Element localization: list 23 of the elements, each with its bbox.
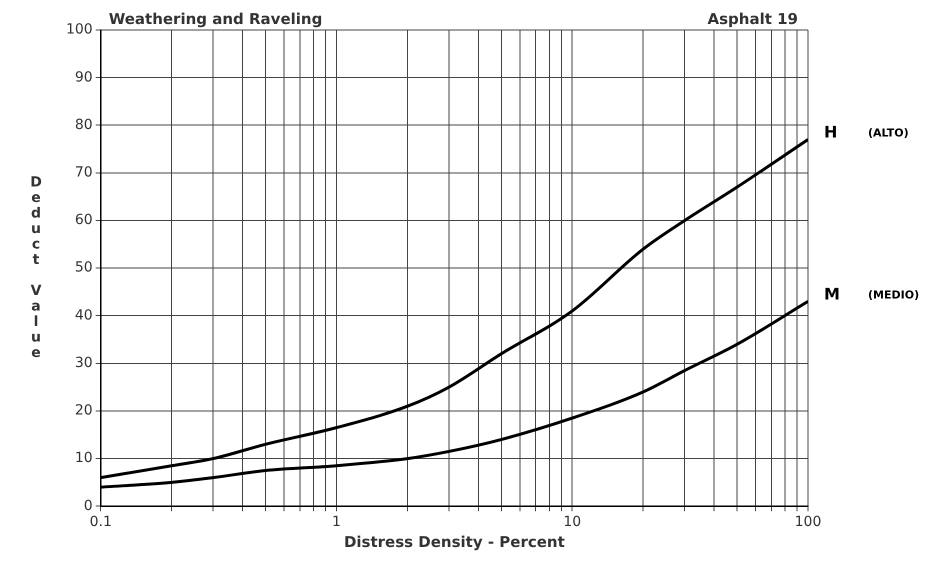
y-tick-label: 20: [74, 402, 93, 419]
text: (ALTO): [868, 126, 909, 140]
series-label: H: [824, 122, 838, 142]
y-tick-label: 30: [74, 354, 93, 371]
text: Deduct Value: [30, 174, 42, 361]
y-tick-label: 80: [74, 116, 93, 133]
y-tick-label: 90: [74, 69, 93, 86]
x-axis-title: Distress Density - Percent: [344, 532, 565, 551]
x-tick-label: 100: [794, 514, 822, 530]
y-tick-label: 10: [74, 450, 93, 466]
chart-title: Weathering and Raveling: [108, 10, 322, 28]
series-label: M: [824, 284, 840, 304]
x-tick-label: 10: [563, 514, 582, 530]
y-tick-label: 40: [74, 307, 93, 324]
text: (MEDIO): [868, 288, 920, 302]
y-tick-label: 50: [74, 260, 93, 276]
y-tick-label: 100: [66, 22, 93, 38]
y-tick-label: 70: [74, 164, 93, 180]
y-tick-label: 60: [74, 212, 93, 228]
chart-subtitle: Asphalt 19: [708, 10, 798, 28]
x-tick-label: 1: [332, 514, 341, 530]
y-tick-label: 0: [84, 498, 93, 514]
x-tick-label: 0.1: [90, 514, 112, 530]
